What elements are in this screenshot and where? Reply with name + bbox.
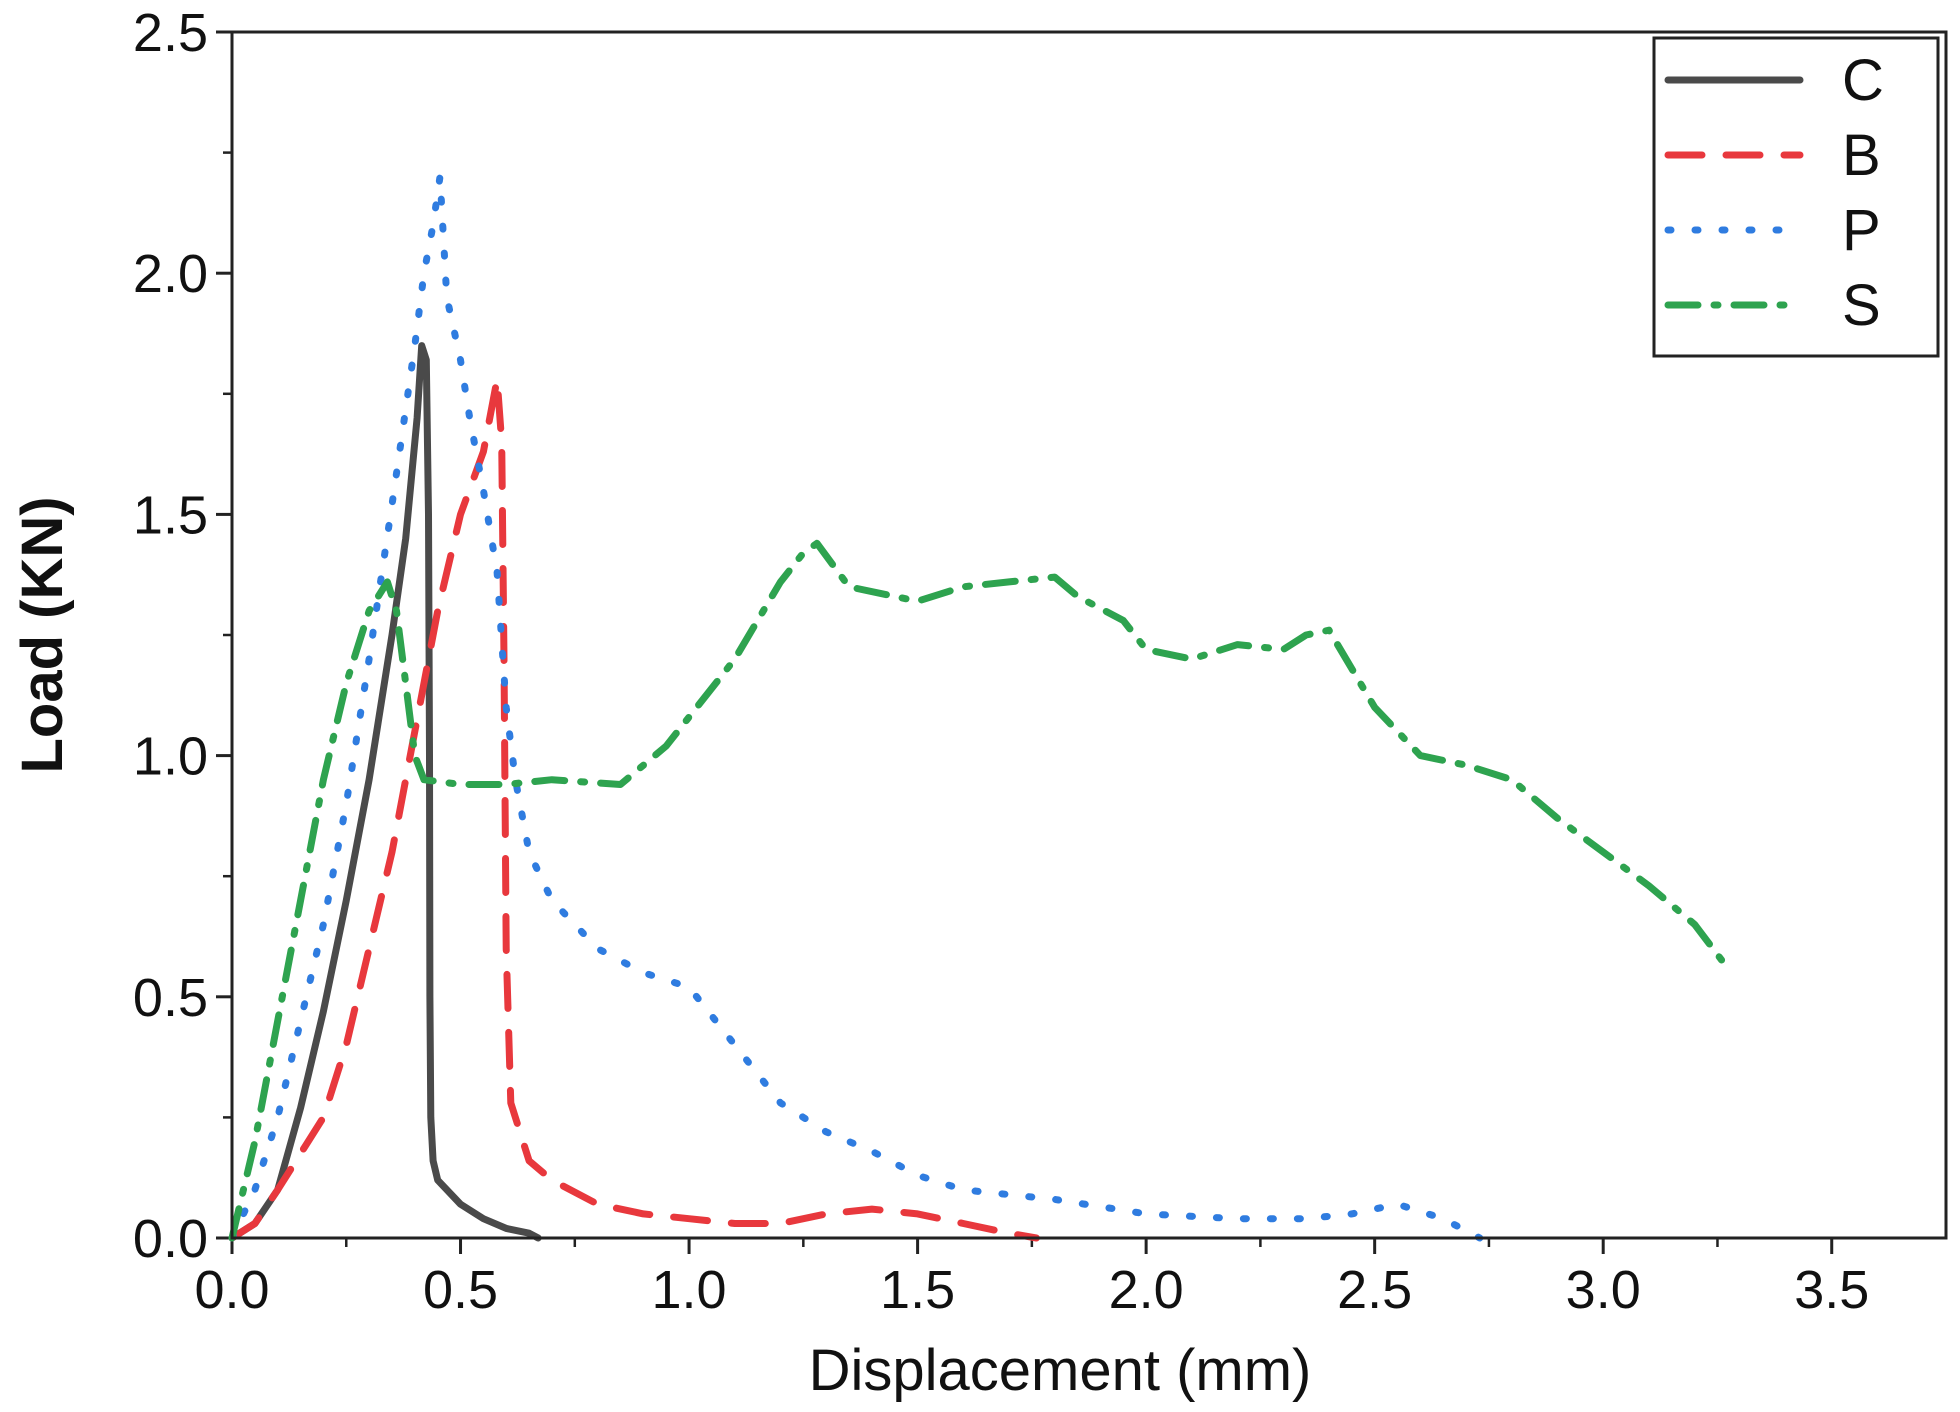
series-line-b xyxy=(228,375,1040,1242)
y-tick-label: 1.5 xyxy=(133,485,208,545)
x-tick-label: 1.0 xyxy=(652,1260,727,1320)
legend-label-b: B xyxy=(1842,123,1881,188)
legend-box xyxy=(1652,36,1940,358)
x-tick-label: 2.0 xyxy=(1109,1260,1184,1320)
legend-label-c: C xyxy=(1842,48,1884,113)
series-lines xyxy=(228,173,1735,1242)
x-tick-label: 3.5 xyxy=(1794,1260,1869,1320)
y-tick-label: 0.0 xyxy=(133,1209,208,1269)
y-axis-title: Load (KN) xyxy=(10,496,75,773)
y-tick-label: 2.0 xyxy=(133,244,208,304)
tick-labels: 0.0 0.5 1.0 1.5 2.0 2.5 3.0 3.5 0.0 0.5 1.0 1.5 2.0 2… xyxy=(133,3,1869,1320)
series-line-s xyxy=(228,539,1735,1242)
x-axis-title: Displacement (mm) xyxy=(809,1338,1312,1403)
y-tick-label: 0.5 xyxy=(133,968,208,1028)
axis-ticks xyxy=(216,30,1834,1254)
x-tick-label: 2.5 xyxy=(1337,1260,1412,1320)
x-tick-label: 0.5 xyxy=(423,1260,498,1320)
x-tick-label: 1.5 xyxy=(880,1260,955,1320)
series-line-p xyxy=(228,173,1484,1242)
y-tick-label: 2.5 xyxy=(133,3,208,63)
legend-label-s: S xyxy=(1842,273,1881,338)
x-tick-label: 3.0 xyxy=(1566,1260,1641,1320)
series-line-c xyxy=(228,342,542,1242)
legend-label-p: P xyxy=(1842,198,1881,263)
y-tick-label: 1.0 xyxy=(133,727,208,787)
plot-frame xyxy=(230,30,1948,1240)
x-tick-label: 0.0 xyxy=(194,1260,269,1320)
